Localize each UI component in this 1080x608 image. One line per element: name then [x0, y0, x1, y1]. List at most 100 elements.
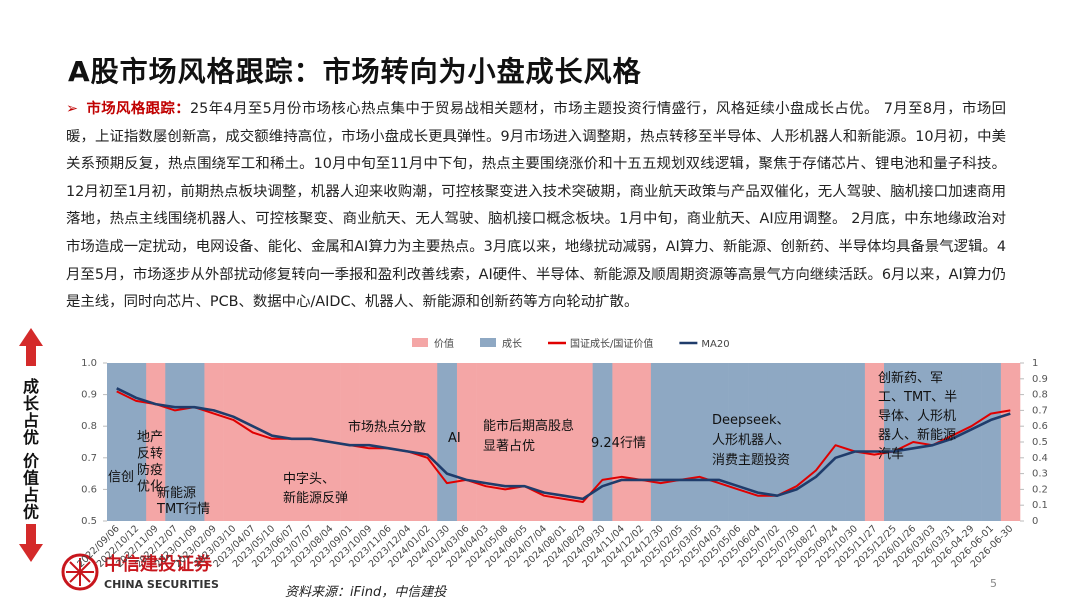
legend-item: 国证成长/国证价值: [548, 337, 653, 350]
regime-bar: [398, 363, 419, 521]
regime-bar: [495, 363, 516, 521]
regime-bar: [670, 363, 691, 521]
regime-bar: [281, 363, 302, 521]
regime-bar: [728, 363, 749, 521]
annotation: 消费主题投资: [712, 452, 790, 468]
annotation: Deepseek、: [712, 413, 790, 428]
annotation: 人形机器人、: [712, 433, 790, 448]
page-number: 5: [990, 577, 997, 590]
regime-bar: [204, 363, 224, 521]
annotation: 新能源: [157, 485, 196, 501]
legend-item: 价值: [412, 337, 454, 350]
legend-label: 国证成长/国证价值: [570, 337, 653, 350]
regime-bar: [242, 363, 263, 521]
regime-bar: [689, 363, 710, 521]
down-arrow: [19, 524, 43, 562]
regime-bar: [767, 363, 788, 521]
regime-bar: [884, 363, 904, 521]
legend-item: 成长: [480, 338, 522, 350]
annotation: 汽车: [878, 446, 904, 462]
regime-bar: [592, 363, 613, 521]
annotation: 9.24行情: [591, 436, 646, 451]
annotation: TMT行情: [156, 502, 210, 517]
bullet: ➢: [66, 101, 79, 117]
y2-tick-label: 0.5: [1032, 437, 1048, 448]
y2-tick-label: 0.1: [1032, 500, 1048, 511]
regime-bar: [165, 363, 186, 521]
y2-tick-label: 0.2: [1032, 484, 1048, 495]
annotation: 防疫: [137, 462, 163, 478]
annotation: 地产: [137, 430, 163, 445]
regime-bar: [378, 363, 399, 521]
y2-tick-label: 0.8: [1032, 390, 1048, 401]
y-tick-label: 1.0: [81, 358, 97, 369]
logo-en: CHINA SECURITIES: [104, 578, 219, 591]
logo: 中信建投证券 CHINA SECURITIES: [61, 553, 219, 591]
logo-cn: 中信建投证券: [104, 553, 213, 575]
regime-bar: [417, 363, 438, 521]
regime-bar: [184, 363, 205, 521]
regime-bar: [107, 363, 127, 521]
y-tick-label: 0.5: [81, 516, 97, 527]
regime-bar: [573, 363, 593, 521]
y2-tick-label: 0.9: [1032, 374, 1048, 385]
annotation: 创新药、军: [878, 370, 943, 386]
regime-bar: [981, 363, 1001, 521]
regime-bar: [806, 363, 827, 521]
regime-bar: [650, 363, 671, 521]
legend-swatch: [412, 338, 428, 347]
regime-bar: [1000, 363, 1021, 521]
body: 25年4月至5月份市场核心热点集中于贸易战相关题材，市场主题投资行情盛行，风格延…: [66, 101, 1006, 311]
regime-bar: [514, 363, 535, 521]
up-arrow: [19, 328, 43, 366]
y-tick-label: 0.7: [81, 453, 97, 464]
annotation: 器人、新能源: [878, 427, 956, 443]
annotation: 市场热点分散: [348, 419, 426, 435]
legend-label: 价值: [434, 337, 454, 350]
y2-tick-label: 1: [1032, 358, 1038, 369]
annotation: 导体、人形机: [878, 409, 956, 424]
y2-tick-label: 0.6: [1032, 421, 1048, 432]
y2-tick-label: 0: [1032, 516, 1038, 527]
y-tick-label: 0.6: [81, 484, 97, 495]
annotation: 显著占优: [483, 439, 535, 454]
legend-swatch: [480, 338, 496, 347]
annotation: 反转: [137, 447, 163, 462]
regime-bar: [864, 363, 885, 521]
y-tick-label: 0.8: [81, 421, 97, 432]
source: 资料来源：iFind，中信建投: [285, 585, 447, 600]
legend-label: 成长: [502, 338, 522, 350]
paragraph: ➢ 市场风格跟踪：25年4月至5月份市场核心热点集中于贸易战相关题材，市场主题投资…: [66, 96, 1006, 317]
regime-bar: [262, 363, 283, 521]
regime-bar: [534, 363, 555, 521]
regime-bar: [922, 363, 943, 521]
annotation: 新能源反弹: [283, 490, 348, 506]
regime-bar: [359, 363, 380, 521]
annotation: AI: [448, 431, 461, 446]
legend-label: MA20: [701, 339, 729, 350]
regime-bar: [825, 363, 846, 521]
lead: 市场风格跟踪：: [86, 101, 191, 117]
regime-bar: [340, 363, 360, 521]
y-tick-label: 0.9: [81, 390, 97, 401]
regime-bar: [223, 363, 244, 521]
annotation: 信创: [108, 470, 134, 485]
y2-tick-label: 0.7: [1032, 405, 1048, 416]
regime-bar: [553, 363, 574, 521]
regime-bar: [301, 363, 321, 521]
y2-tick-label: 0.4: [1032, 453, 1048, 464]
regime-bar: [942, 363, 963, 521]
regime-bar: [845, 363, 865, 521]
annotation: 工、TMT、半: [878, 390, 957, 405]
side-label: 成长占优 价值占优: [20, 378, 39, 521]
annotation: 中字头、: [283, 472, 335, 487]
title: A股市场风格跟踪：市场转向为小盘成长风格: [68, 55, 642, 88]
series-line: [116, 387, 1011, 501]
regime-bar: [748, 363, 768, 521]
regime-bar: [961, 363, 982, 521]
annotation: 能市后期高股息: [483, 418, 574, 434]
y2-tick-label: 0.3: [1032, 469, 1048, 480]
legend-item: MA20: [679, 339, 730, 350]
